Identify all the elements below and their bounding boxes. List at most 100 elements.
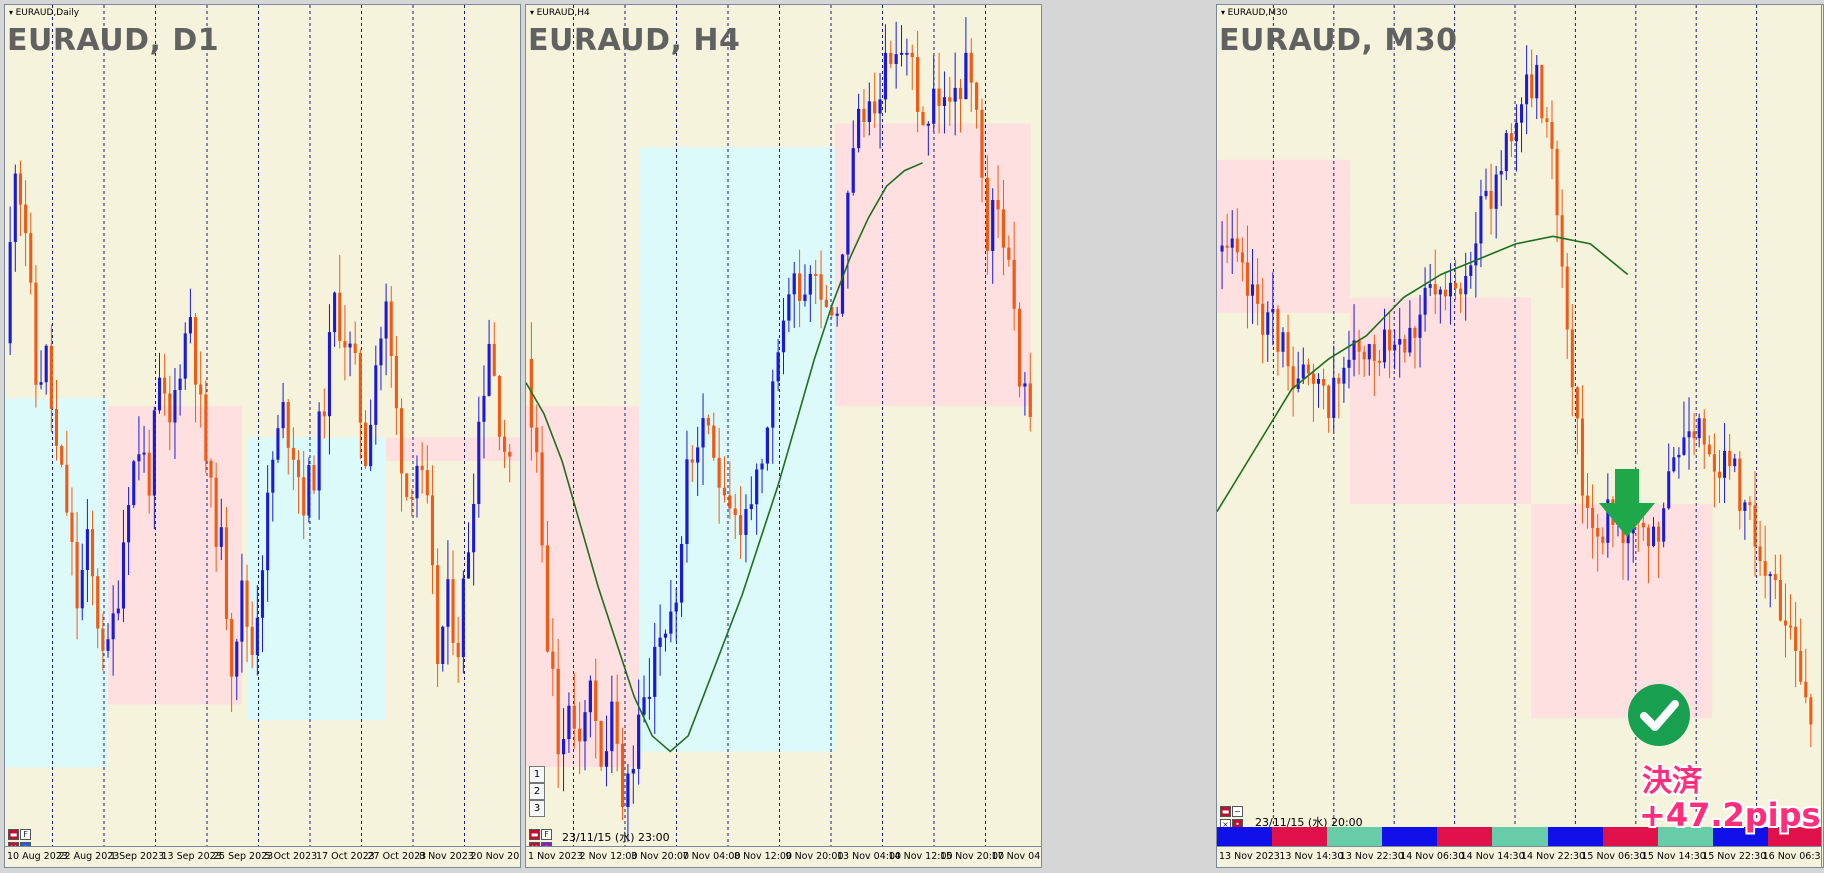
bull-candle bbox=[1023, 383, 1027, 387]
bear-candle bbox=[194, 317, 198, 385]
bear-candle bbox=[1454, 282, 1458, 289]
currency-strength-strip bbox=[1217, 827, 1821, 847]
bull-candle bbox=[1281, 332, 1285, 352]
bull-candle bbox=[266, 492, 270, 571]
bear-candle bbox=[830, 306, 834, 316]
x-tick-label: 13 Nov 2023 bbox=[1219, 851, 1280, 862]
chart-plot-m30[interactable] bbox=[1217, 5, 1822, 849]
bear-candle bbox=[1702, 418, 1706, 445]
bear-candle bbox=[545, 545, 550, 652]
x-tick-label: 13 Sep 2023 bbox=[161, 851, 222, 862]
bull-candle bbox=[384, 301, 388, 339]
bull-candle bbox=[44, 345, 48, 383]
bull-candle bbox=[446, 579, 450, 627]
x-axis: 1 Nov 2023 2 Nov 12:00 3 Nov 20:00 7 Nov 04… bbox=[526, 846, 1041, 867]
bull-candle bbox=[127, 505, 131, 543]
strength-segment bbox=[1272, 827, 1329, 847]
x-tick-label: 15 Nov 06:30 bbox=[1581, 851, 1646, 862]
f-button[interactable]: F bbox=[541, 829, 552, 840]
chart-panel-h4[interactable]: EURAUD,H4 EURAUD, H4 1 2 3 ▬ F × • 23/11… bbox=[525, 4, 1042, 868]
bull-candle bbox=[1677, 454, 1681, 458]
zone-supply bbox=[835, 123, 1031, 407]
bull-candle bbox=[1251, 284, 1255, 296]
bear-candle bbox=[291, 447, 295, 460]
bear-candle bbox=[1799, 650, 1803, 682]
bull-candle bbox=[851, 148, 855, 193]
bull-candle bbox=[379, 338, 383, 366]
bull-candle bbox=[637, 714, 641, 769]
bull-candle bbox=[441, 626, 445, 664]
x-tick-label: 9 Nov 20:00 bbox=[785, 851, 844, 862]
bear-candle bbox=[343, 340, 347, 348]
bull-candle bbox=[235, 641, 239, 677]
strength-segment bbox=[1547, 827, 1604, 847]
bear-candle bbox=[358, 352, 362, 423]
bear-candle bbox=[1377, 360, 1381, 363]
bull-candle bbox=[803, 294, 807, 301]
bull-candle bbox=[642, 697, 646, 715]
chart-panel-m30-main[interactable]: EURAUD,M30 EURAUD, M30 ▬ − × • 23/11/15 … bbox=[1216, 4, 1822, 868]
bull-candle bbox=[942, 97, 947, 106]
bear-candle bbox=[1256, 284, 1260, 304]
timeframe-button-2[interactable]: 2 bbox=[529, 783, 545, 800]
bull-candle bbox=[327, 332, 331, 417]
bull-candle bbox=[658, 637, 662, 647]
bear-candle bbox=[245, 580, 249, 627]
close-chart-icon[interactable]: ▬ bbox=[8, 829, 19, 840]
minimize-icon[interactable]: − bbox=[1232, 806, 1243, 817]
bear-candle bbox=[921, 111, 925, 125]
bear-candle bbox=[75, 542, 79, 609]
bull-candle bbox=[1697, 418, 1701, 439]
bear-candle bbox=[717, 457, 721, 488]
bull-candle bbox=[776, 352, 780, 382]
bull-candle bbox=[953, 87, 957, 102]
bull-candle bbox=[1271, 309, 1275, 313]
bull-candle bbox=[260, 570, 265, 618]
timeframe-button-1[interactable]: 1 bbox=[529, 766, 545, 783]
bull-candle bbox=[276, 428, 280, 460]
timeframe-button-3[interactable]: 3 bbox=[529, 800, 545, 817]
bull-candle bbox=[771, 381, 775, 428]
bear-candle bbox=[214, 477, 218, 547]
bear-candle bbox=[1565, 266, 1569, 330]
bear-candle bbox=[1748, 502, 1752, 506]
zone-supply bbox=[526, 406, 640, 768]
bull-candle bbox=[1474, 243, 1478, 266]
bull-candle bbox=[760, 463, 764, 470]
bull-candle bbox=[674, 602, 678, 612]
bear-candle bbox=[410, 496, 414, 499]
bull-candle bbox=[808, 273, 812, 295]
close-chart-icon[interactable]: ▬ bbox=[1220, 806, 1231, 817]
bear-candle bbox=[338, 292, 342, 341]
close-chart-icon[interactable]: ▬ bbox=[529, 829, 540, 840]
datetime-stamp: 23/11/15 (水) 20:00 bbox=[1255, 816, 1363, 829]
bear-candle bbox=[24, 204, 28, 234]
x-tick-label: 22 Aug 2023 bbox=[58, 851, 120, 862]
bear-candle bbox=[862, 108, 866, 123]
bull-candle bbox=[1423, 287, 1427, 315]
check-icon bbox=[1628, 684, 1690, 746]
bull-candle bbox=[1651, 526, 1656, 547]
bear-candle bbox=[985, 177, 989, 251]
bull-candle bbox=[905, 52, 909, 55]
x-tick-label: 20 Nov 2023 bbox=[470, 851, 521, 862]
bull-candle bbox=[561, 739, 566, 755]
bear-candle bbox=[49, 345, 53, 409]
bear-candle bbox=[1707, 444, 1711, 455]
bull-candle bbox=[588, 680, 592, 713]
f-button[interactable]: F bbox=[20, 829, 31, 840]
bull-candle bbox=[755, 469, 759, 505]
chart-plot-d1[interactable] bbox=[5, 5, 521, 849]
bull-candle bbox=[1367, 344, 1371, 360]
bull-candle bbox=[610, 701, 614, 752]
bull-candle bbox=[219, 527, 223, 547]
chart-plot-h4[interactable] bbox=[526, 5, 1042, 849]
bull-candle bbox=[685, 459, 689, 544]
symbol-title: EURAUD, D1 bbox=[7, 23, 220, 58]
bull-candle bbox=[333, 292, 337, 333]
x-tick-label: 25 Sep 2023 bbox=[213, 851, 274, 862]
bear-candle bbox=[1789, 625, 1793, 628]
chart-panel-d1[interactable]: EURAUD,Daily EURAUD, D1 ▬ F × • 10 Aug 2… bbox=[4, 4, 521, 868]
moving-average-line bbox=[1217, 235, 1629, 513]
bull-candle bbox=[787, 294, 791, 321]
